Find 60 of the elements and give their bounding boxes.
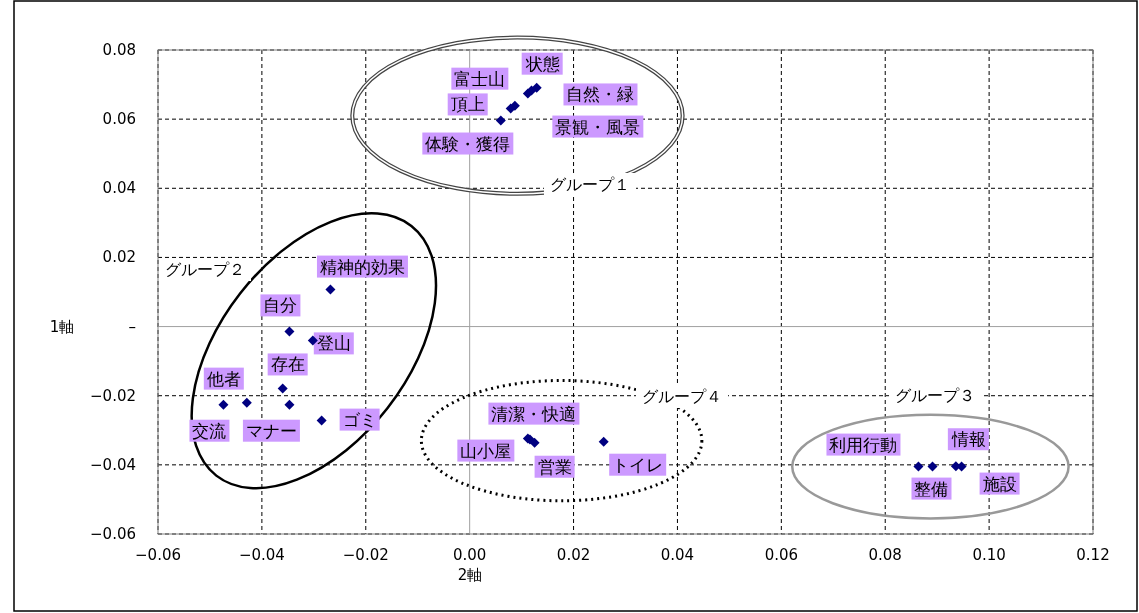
point — [277, 383, 288, 394]
data-label: 施設 — [982, 473, 1017, 494]
data-label: 自分 — [263, 295, 298, 316]
point — [316, 415, 327, 426]
data-label: 清潔・快適 — [491, 403, 577, 424]
data-label: 頂上 — [450, 94, 485, 115]
data-label: 整備 — [914, 478, 949, 499]
x-tick-label: −0.06 — [135, 546, 181, 564]
data-label: ゴミ — [342, 409, 377, 430]
data-label: 富士山 — [454, 68, 506, 89]
data-label: 体験・獲得 — [425, 133, 511, 154]
point — [284, 399, 295, 410]
data-label: 交流 — [192, 420, 227, 441]
y-tick-label: −0.06 — [90, 525, 136, 543]
point — [529, 437, 540, 448]
point — [913, 461, 924, 472]
x-tick-label: 0.10 — [972, 546, 1006, 564]
y-tick-label: 0.08 — [102, 41, 136, 59]
y-tick-label: 0.06 — [102, 110, 136, 129]
x-tick-label: 0.12 — [1076, 546, 1110, 564]
data-label: 登山 — [316, 333, 351, 354]
annotation: グループ４ — [642, 387, 722, 406]
point — [218, 399, 229, 410]
data-label: 他者 — [206, 368, 241, 389]
y-tick-label: −0.02 — [90, 386, 136, 405]
data-label: 存在 — [270, 354, 305, 375]
data-label: 山小屋 — [460, 440, 512, 461]
x-tick-label: 0.04 — [660, 546, 695, 564]
x-tick-label: 0.00 — [452, 546, 487, 564]
annotation: グループ２ — [165, 260, 245, 279]
point — [531, 82, 542, 93]
x-tick-label: −0.04 — [238, 546, 285, 564]
y-tick-label: 0.02 — [102, 248, 136, 267]
x-tick-label: 0.08 — [868, 546, 902, 564]
y-tick-label: −0.04 — [90, 455, 136, 474]
data-label: 自然・緑 — [566, 84, 635, 105]
y-tick-label: 0.04 — [102, 179, 136, 198]
data-label: トイレ — [612, 454, 664, 475]
data-label: 景観・風景 — [555, 116, 641, 137]
data-label: 営業 — [537, 456, 572, 477]
data-label: 状態 — [524, 53, 560, 74]
x-tick-label: −0.02 — [342, 546, 389, 564]
point — [598, 436, 609, 447]
data-label: 精神的効果 — [319, 256, 405, 277]
x-axis-title: 2軸 — [457, 566, 483, 584]
point — [284, 326, 295, 337]
point — [325, 284, 336, 295]
x-tick-label: 0.02 — [556, 546, 591, 564]
point — [927, 461, 938, 472]
data-label: マナー — [245, 420, 297, 441]
point — [307, 335, 318, 346]
x-tick-label: 0.06 — [764, 546, 799, 564]
point — [495, 115, 506, 126]
y-axis-title: 1軸 — [49, 317, 75, 336]
annotation: グループ１ — [550, 175, 630, 194]
point — [241, 397, 252, 408]
data-label: 利用行動 — [829, 434, 898, 455]
annotation: グループ３ — [895, 386, 975, 405]
data-label: 情報 — [950, 429, 986, 450]
y-tick-label: – — [128, 317, 136, 336]
